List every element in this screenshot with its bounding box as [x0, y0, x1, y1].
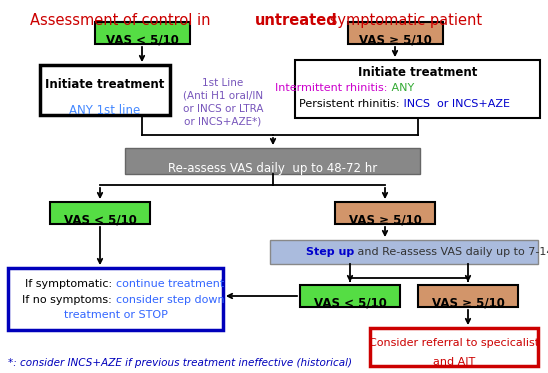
- Text: Consider referral to specicalist: Consider referral to specicalist: [369, 338, 539, 348]
- FancyBboxPatch shape: [95, 22, 190, 44]
- Text: If no symptoms:: If no symptoms:: [22, 295, 116, 305]
- FancyBboxPatch shape: [370, 328, 538, 366]
- Text: VAS < 5/10: VAS < 5/10: [64, 213, 136, 226]
- FancyBboxPatch shape: [8, 268, 223, 330]
- FancyBboxPatch shape: [348, 22, 443, 44]
- Text: continue treatment: continue treatment: [116, 279, 224, 289]
- Text: (Anti H1 oral/IN: (Anti H1 oral/IN: [183, 91, 263, 101]
- FancyBboxPatch shape: [125, 148, 420, 174]
- Text: INCS  or INCS+AZE: INCS or INCS+AZE: [399, 99, 510, 109]
- Text: untreated: untreated: [255, 13, 338, 28]
- Text: consider step down: consider step down: [116, 295, 224, 305]
- Text: *: consider INCS+AZE if previous treatment ineffective (historical): *: consider INCS+AZE if previous treatme…: [8, 358, 352, 368]
- Text: VAS ≥ 5/10: VAS ≥ 5/10: [349, 213, 421, 226]
- Text: VAS < 5/10: VAS < 5/10: [106, 33, 179, 46]
- Text: and Re-assess VAS daily up to 7-14 days: and Re-assess VAS daily up to 7-14 days: [354, 247, 548, 257]
- FancyBboxPatch shape: [40, 65, 170, 115]
- FancyBboxPatch shape: [335, 202, 435, 224]
- FancyBboxPatch shape: [418, 285, 518, 307]
- Text: VAS ≥ 5/10: VAS ≥ 5/10: [359, 33, 432, 46]
- Text: 1st Line: 1st Line: [202, 78, 244, 88]
- Text: Re-assess VAS daily  up to 48-72 hr: Re-assess VAS daily up to 48-72 hr: [168, 162, 377, 175]
- Text: Assessment of control in: Assessment of control in: [30, 13, 215, 28]
- Text: If symptomatic:: If symptomatic:: [25, 279, 116, 289]
- FancyBboxPatch shape: [50, 202, 150, 224]
- Text: Initiate treatment: Initiate treatment: [358, 66, 477, 78]
- Text: Persistent rhinitis:: Persistent rhinitis:: [299, 99, 399, 109]
- Text: Intermittent rhinitis:: Intermittent rhinitis:: [275, 83, 387, 93]
- Text: ANY 1st line: ANY 1st line: [70, 103, 141, 116]
- FancyBboxPatch shape: [300, 285, 400, 307]
- Text: symptomatic patient: symptomatic patient: [325, 13, 482, 28]
- Text: Initiate treatment: Initiate treatment: [45, 78, 165, 91]
- FancyBboxPatch shape: [270, 240, 538, 264]
- Text: and AIT: and AIT: [433, 357, 475, 367]
- Text: VAS < 5/10: VAS < 5/10: [313, 296, 386, 309]
- Text: or INCS or LTRA: or INCS or LTRA: [182, 104, 263, 114]
- Text: or INCS+AZE*): or INCS+AZE*): [184, 117, 261, 127]
- Text: ANY: ANY: [387, 83, 414, 93]
- Text: Step up: Step up: [306, 247, 354, 257]
- Text: treatment or STOP: treatment or STOP: [64, 310, 168, 320]
- Text: VAS ≥ 5/10: VAS ≥ 5/10: [432, 296, 505, 309]
- FancyBboxPatch shape: [295, 60, 540, 118]
